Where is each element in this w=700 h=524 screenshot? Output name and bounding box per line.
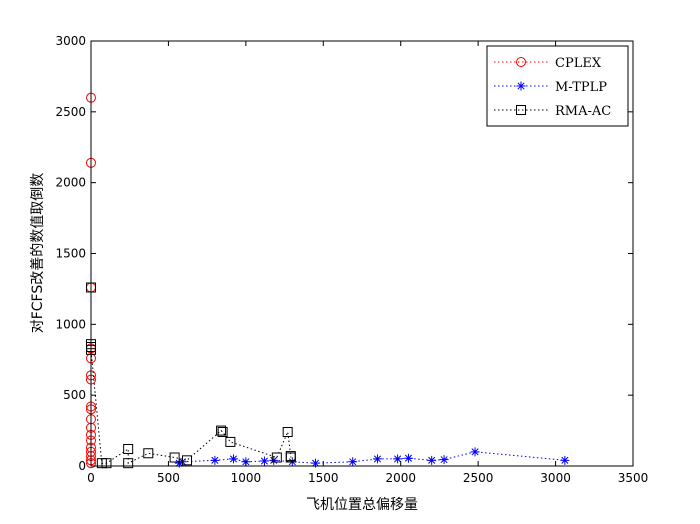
y-tick-label: 1500 — [55, 247, 86, 261]
data-point — [123, 458, 134, 469]
y-tick-label: 1000 — [55, 317, 86, 331]
data-point — [228, 454, 238, 464]
data-point — [403, 453, 413, 463]
legend-label: CPLEX — [555, 56, 602, 71]
data-point — [285, 452, 296, 463]
series-rma-ac — [86, 282, 296, 469]
data-point — [225, 436, 236, 447]
data-point — [427, 455, 437, 465]
data-point — [311, 458, 321, 468]
data-point — [182, 455, 193, 466]
data-point — [217, 427, 228, 437]
ticks-layer: 0 500 1000 1500 2000 2500 3000 3500 0 500 1000 1500… — [55, 34, 648, 485]
data-point — [101, 458, 112, 469]
legend-marker — [516, 57, 526, 67]
data-point — [439, 455, 449, 465]
x-tick-label: 1000 — [231, 471, 262, 485]
y-tick-label: 3000 — [55, 34, 86, 48]
x-tick-label: 3500 — [618, 471, 649, 485]
data-point — [560, 455, 570, 465]
data-point — [216, 425, 227, 436]
x-axis-label: 飞机位置总偏移量 — [306, 497, 418, 513]
y-tick-label: 2000 — [55, 176, 86, 190]
x-tick-label: 3000 — [540, 471, 571, 485]
data-point — [348, 457, 358, 467]
legend-entry-m-tplp: M-TPLP — [494, 80, 607, 95]
x-tick-label: 0 — [87, 471, 95, 485]
data-point — [174, 458, 184, 468]
y-axis-label: 对FCFS改善的数值取倒数 — [30, 173, 46, 334]
data-point — [210, 455, 220, 465]
data-point — [143, 448, 154, 459]
legend-label: M-TPLP — [555, 80, 607, 95]
legend: CPLEX M-TPLP RMA-AC — [486, 45, 629, 127]
x-tick-label: 500 — [157, 471, 180, 485]
legend-marker — [516, 81, 526, 91]
legend-marker — [516, 105, 526, 115]
data-point — [470, 447, 480, 457]
data-point — [372, 454, 382, 464]
data-point — [123, 444, 134, 454]
data-point — [271, 452, 282, 463]
y-tick-label: 0 — [78, 459, 86, 473]
y-tick-label: 2500 — [55, 105, 86, 119]
y-tick-label: 500 — [63, 388, 86, 402]
x-tick-label: 2000 — [385, 471, 416, 485]
data-point — [169, 452, 180, 463]
data-point — [282, 427, 293, 437]
legend-entry-cplex: CPLEX — [494, 56, 602, 71]
x-tick-label: 2500 — [463, 471, 494, 485]
x-tick-label: 1500 — [308, 471, 339, 485]
data-point — [269, 455, 279, 465]
legend-entry-rma-ac: RMA-AC — [494, 104, 611, 119]
legend-label: RMA-AC — [555, 104, 611, 119]
data-point — [393, 454, 403, 464]
data-point — [259, 456, 269, 466]
